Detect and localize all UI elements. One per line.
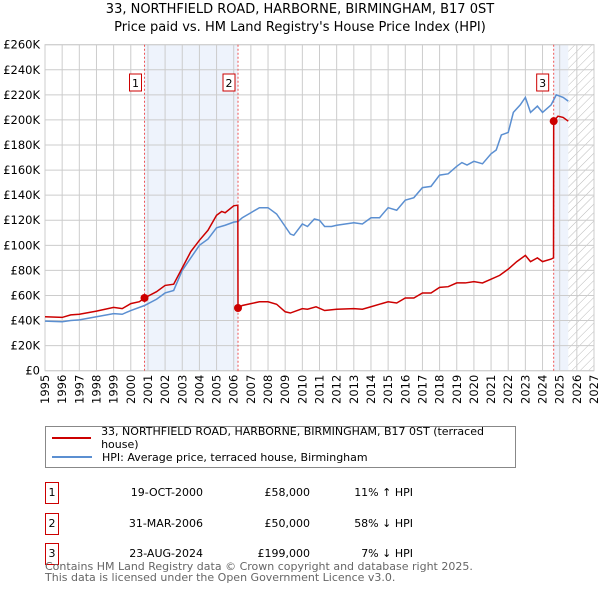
transaction-price: £50,000: [264, 516, 311, 530]
x-tick-label: 2009: [278, 375, 292, 404]
x-tick-label: 2026: [570, 375, 584, 404]
x-tick-label: 2016: [398, 375, 412, 404]
transaction-row: 1 19-OCT-2000 £58,000 11% ↑ HPI: [45, 482, 445, 504]
sale-point: [549, 117, 558, 126]
x-tick-label: 2020: [467, 375, 481, 404]
y-tick-label: £260K: [3, 38, 40, 52]
x-tick-label: 2027: [587, 375, 600, 404]
legend-label: HPI: Average price, terraced house, Birm…: [102, 450, 368, 464]
sale-point: [140, 293, 149, 302]
y-tick-label: £140K: [3, 188, 40, 202]
x-tick-label: 2007: [244, 375, 258, 404]
y-tick-label: £160K: [3, 163, 40, 177]
y-tick-label: £0: [25, 364, 40, 378]
x-tick-label: 2002: [158, 375, 172, 404]
x-tick-label: 2015: [381, 375, 395, 404]
x-tick-label: 2011: [313, 375, 327, 404]
sale-label: 3: [539, 77, 546, 90]
y-tick-label: £240K: [3, 63, 40, 77]
x-tick-label: 1995: [38, 375, 52, 404]
shaded-period: [144, 44, 239, 371]
y-tick-label: £40K: [11, 314, 41, 328]
y-tick-label: £220K: [3, 88, 40, 102]
x-tick-label: 2019: [450, 375, 464, 404]
x-tick-label: 2000: [124, 375, 138, 404]
sale-label-box: [222, 73, 236, 92]
legend-label: 33, NORTHFIELD ROAD, HARBORNE, BIRMINGHA…: [101, 425, 484, 451]
y-tick-label: £20K: [11, 339, 41, 353]
transaction-hpi-delta: 7% ↓ HPI: [361, 547, 413, 560]
footer-licence: This data is licensed under the Open Gov…: [45, 571, 396, 584]
transaction-row: 3 23-AUG-2024 £199,000 7% ↓ HPI: [45, 543, 445, 565]
x-tick-label: 2013: [347, 375, 361, 404]
x-tick-label: 2017: [415, 375, 429, 404]
transaction-number: 3: [45, 543, 59, 565]
sale-label-box: [536, 73, 550, 92]
x-tick-label: 2012: [330, 375, 344, 404]
y-tick-label: £200K: [3, 113, 40, 127]
x-tick-label: 1999: [107, 375, 121, 404]
x-tick-label: 2001: [141, 375, 155, 404]
x-tick-label: 1998: [89, 375, 103, 404]
chart-title: 33, NORTHFIELD ROAD, HARBORNE, BIRMINGHA…: [105, 2, 495, 17]
series-line: [44, 93, 569, 323]
forecast-hatch: [568, 44, 594, 371]
transaction-hpi-delta: 11% ↑ HPI: [354, 486, 413, 499]
x-tick-label: 2025: [553, 375, 567, 404]
x-tick-label: 1996: [55, 375, 69, 404]
y-tick-label: £120K: [3, 213, 40, 227]
x-tick-label: 2022: [501, 375, 515, 404]
sale-label: 1: [132, 77, 139, 90]
x-tick-label: 2021: [484, 375, 498, 404]
x-tick-label: 2018: [433, 375, 447, 404]
transaction-number: 1: [45, 482, 59, 504]
x-tick-label: 2010: [295, 375, 309, 404]
transaction-hpi-delta: 58% ↓ HPI: [354, 516, 413, 530]
x-tick-label: 2006: [227, 375, 241, 404]
legend-swatch-blue: [52, 456, 92, 458]
transaction-number: 2: [45, 512, 59, 535]
transaction-price: £58,000: [264, 486, 311, 499]
transaction-date: 23-AUG-2024: [129, 547, 203, 560]
shaded-period: [553, 44, 569, 371]
sale-label-box: [129, 73, 143, 92]
x-tick-label: 2008: [261, 375, 275, 404]
x-tick-label: 2003: [175, 375, 189, 404]
legend-item-hpi: HPI: Average price, terraced house, Birm…: [52, 449, 368, 465]
y-tick-label: £180K: [3, 138, 40, 152]
series-line: [44, 115, 569, 319]
y-tick-label: £60K: [11, 288, 41, 302]
legend-swatch-red: [52, 437, 92, 439]
transaction-date: 31-MAR-2006: [128, 516, 203, 530]
x-tick-label: 2024: [536, 375, 550, 404]
legend-item-property: 33, NORTHFIELD ROAD, HARBORNE, BIRMINGHA…: [52, 425, 515, 451]
transaction-date: 19-OCT-2000: [130, 486, 203, 499]
transaction-price: £199,000: [257, 547, 311, 560]
x-tick-label: 2014: [364, 375, 378, 404]
legend: 33, NORTHFIELD ROAD, HARBORNE, BIRMINGHA…: [45, 425, 516, 468]
plot-frame: [44, 44, 595, 372]
x-tick-label: 2023: [518, 375, 532, 404]
y-tick-label: £100K: [3, 238, 40, 252]
x-tick-label: 2005: [210, 375, 224, 404]
transaction-row: 2 31-MAR-2006 £50,000 58% ↓ HPI: [45, 512, 445, 535]
sale-label: 2: [226, 77, 233, 90]
y-tick-label: £80K: [11, 263, 41, 277]
x-tick-label: 1997: [72, 375, 86, 404]
chart-subtitle: Price paid vs. HM Land Registry's House …: [114, 20, 486, 35]
sale-point: [234, 304, 243, 313]
footer-copyright: Contains HM Land Registry data © Crown c…: [45, 560, 473, 573]
x-tick-label: 2004: [192, 375, 206, 404]
